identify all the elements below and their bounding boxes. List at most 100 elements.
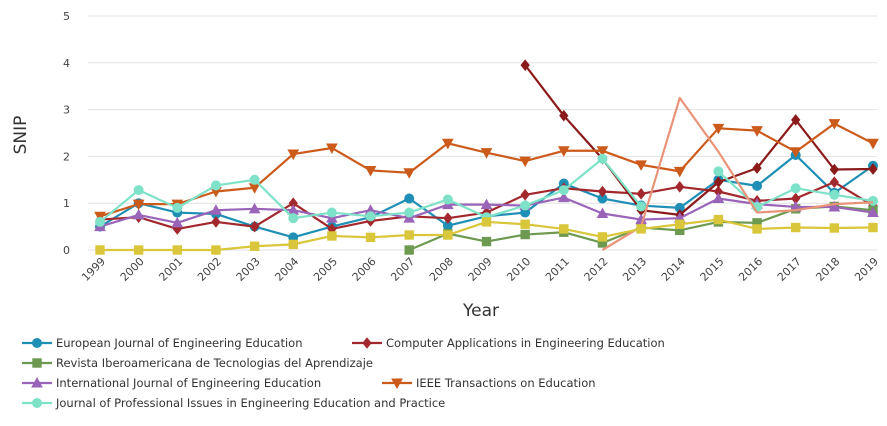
x-tick-label: 2006 xyxy=(350,255,379,284)
data-point xyxy=(636,224,646,234)
y-tick-label: 0 xyxy=(63,244,70,257)
data-point xyxy=(868,222,878,233)
series xyxy=(601,96,874,251)
data-point xyxy=(636,188,646,200)
data-point xyxy=(752,180,763,191)
legend-label: Computer Applications in Engineering Edu… xyxy=(386,336,665,350)
data-point xyxy=(403,168,416,179)
data-point xyxy=(32,358,42,368)
data-point xyxy=(249,241,260,251)
legend-swatch xyxy=(22,377,52,388)
x-tick-label: 2014 xyxy=(659,255,688,284)
x-tick-label: 2016 xyxy=(736,255,765,284)
data-point xyxy=(791,222,801,233)
data-point xyxy=(249,220,260,233)
y-tick-label: 2 xyxy=(63,150,70,163)
x-tick-label: 2009 xyxy=(466,255,495,284)
legend-item: Computer Applications in Engineering Edu… xyxy=(352,336,665,350)
data-point xyxy=(327,231,337,241)
data-point xyxy=(558,185,569,196)
data-point xyxy=(443,212,453,224)
legend-item: IEEE Transactions on Education xyxy=(382,376,596,390)
x-tick-label: 2013 xyxy=(620,255,649,284)
data-point xyxy=(675,181,685,193)
data-point xyxy=(829,189,840,200)
data-point xyxy=(326,207,337,218)
data-point xyxy=(132,208,145,220)
y-tick-label: 4 xyxy=(63,57,70,70)
data-point xyxy=(520,200,531,211)
data-point xyxy=(362,337,372,349)
data-point xyxy=(712,123,725,135)
x-tick-label: 2004 xyxy=(272,255,301,284)
data-point xyxy=(597,153,608,164)
data-point xyxy=(559,224,569,234)
data-point xyxy=(596,207,609,218)
legend-swatch xyxy=(22,338,52,348)
data-point xyxy=(404,193,415,204)
legend-label: Journal of Professional Issues in Engine… xyxy=(56,396,446,410)
y-tick-labels: 0 1 2 3 4 5 xyxy=(63,10,70,257)
data-point xyxy=(829,163,839,176)
data-point xyxy=(95,245,105,255)
x-tick-label: 2017 xyxy=(775,255,804,284)
data-point xyxy=(868,163,878,175)
data-point xyxy=(636,201,647,212)
legend: European Journal of Engineering Educatio… xyxy=(22,336,882,426)
data-point xyxy=(828,200,841,212)
x-tick-label: 2003 xyxy=(234,255,263,284)
data-point xyxy=(31,377,43,388)
legend-item: Journal of Professional Issues in Engine… xyxy=(22,396,445,410)
data-point xyxy=(751,126,763,137)
x-tick-label: 2008 xyxy=(427,255,456,284)
data-point xyxy=(519,156,531,168)
data-point xyxy=(520,188,530,201)
series-lines xyxy=(94,59,879,255)
data-point xyxy=(481,236,492,247)
data-point xyxy=(557,191,570,203)
data-point xyxy=(211,216,221,228)
data-point xyxy=(829,223,840,233)
legend-swatch xyxy=(352,337,382,349)
x-tick-label: 2010 xyxy=(504,255,533,284)
data-point xyxy=(480,198,493,210)
data-point xyxy=(597,185,608,198)
data-point xyxy=(32,338,42,348)
y-tick-label: 3 xyxy=(63,104,70,117)
legend-label: IEEE Transactions on Education xyxy=(416,376,596,390)
legend-label: Revista Iberoamericana de Tecnologias de… xyxy=(56,356,373,370)
data-point xyxy=(210,180,221,191)
data-point xyxy=(32,398,42,408)
legend-swatch xyxy=(382,378,412,389)
data-point xyxy=(635,160,647,171)
x-tick-label: 2011 xyxy=(543,255,572,284)
data-point xyxy=(790,183,801,194)
data-point xyxy=(404,207,415,218)
x-tick-label: 2015 xyxy=(698,255,727,284)
data-point xyxy=(211,245,221,255)
data-point xyxy=(133,245,144,255)
x-tick-label: 2005 xyxy=(311,255,340,284)
legend-swatch xyxy=(22,358,52,368)
data-point xyxy=(442,138,454,150)
legend-item: International Journal of Engineering Edu… xyxy=(22,376,321,390)
data-point xyxy=(172,245,183,255)
data-point xyxy=(94,211,106,223)
data-point xyxy=(249,174,260,185)
data-point xyxy=(404,245,414,255)
data-point xyxy=(248,202,261,214)
data-point xyxy=(365,211,376,222)
data-point xyxy=(288,239,298,250)
data-point xyxy=(713,214,724,225)
data-point xyxy=(365,232,376,243)
legend-item: European Journal of Engineering Educatio… xyxy=(22,336,303,350)
data-point xyxy=(867,206,879,218)
data-point xyxy=(673,166,686,178)
data-point xyxy=(171,216,184,228)
legend-swatch xyxy=(22,398,52,408)
data-point xyxy=(557,146,570,157)
x-tick-labels: 1999 2000 2001 2002 2003 2004 2005 2006 2007 2008… xyxy=(79,255,881,284)
data-point xyxy=(172,202,183,213)
data-point xyxy=(828,119,841,130)
data-point xyxy=(326,143,338,155)
